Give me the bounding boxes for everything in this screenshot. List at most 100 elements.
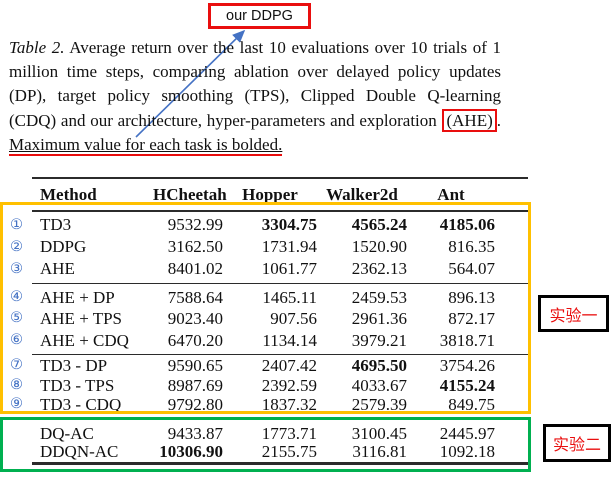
table-group-dq-ac: DQ-AC 9433.87 1773.71 3100.45 2445.97 DD… <box>8 423 528 462</box>
value-walker2d: 3100.45 <box>351 423 407 443</box>
value-hopper: 2155.75 <box>261 442 317 462</box>
value-ant: 849.75 <box>448 395 495 415</box>
table-row: ⑥ AHE + CDQ 6470.20 1134.14 3979.21 3818… <box>8 330 528 352</box>
method-name: AHE + TPS <box>40 309 123 329</box>
caption-table-number: Table 2. <box>9 38 65 57</box>
value-walker2d: 2459.53 <box>351 287 407 307</box>
value-hcheetah: 9532.99 <box>167 214 223 234</box>
value-ant: 2445.97 <box>439 423 495 443</box>
value-ant: 1092.18 <box>439 442 495 462</box>
experiment2-label: 实验二 <box>552 437 601 454</box>
header-rule <box>32 210 528 212</box>
value-hcheetah: 9433.87 <box>167 423 223 443</box>
value-walker2d: 3116.81 <box>352 442 407 462</box>
group-rule <box>32 282 528 285</box>
row-index-badge: ③ <box>10 260 23 277</box>
value-walker2d: 1520.90 <box>351 236 407 256</box>
results-table: Method HCheetah Hopper Walker2d Ant ① TD… <box>8 170 528 465</box>
table-row: DDQN-AC 10306.90 2155.75 3116.81 1092.18 <box>8 443 528 462</box>
table-row: ② DDPG 3162.50 1731.94 1520.90 816.35 <box>8 236 528 258</box>
col-header-hopper: Hopper <box>242 185 298 205</box>
caption-period: . <box>496 110 501 130</box>
table-header-row: Method HCheetah Hopper Walker2d Ant <box>8 179 528 210</box>
value-hcheetah: 9590.65 <box>167 356 223 376</box>
value-ant: 3818.71 <box>439 330 495 350</box>
value-hopper: 1773.71 <box>261 423 317 443</box>
value-hopper: 1061.77 <box>261 258 317 278</box>
value-hopper: 1837.32 <box>261 395 317 415</box>
row-index-badge: ② <box>10 238 23 255</box>
table-top-rule <box>32 176 528 180</box>
table-row: ③ AHE 8401.02 1061.77 2362.13 564.07 <box>8 258 528 280</box>
value-hopper: 1731.94 <box>261 236 317 256</box>
row-index-badge: ④ <box>10 288 23 305</box>
row-index-badge: ⑦ <box>10 357 23 374</box>
method-name: TD3 - DP <box>40 356 108 376</box>
value-hopper: 2392.59 <box>261 375 317 395</box>
value-walker2d: 3979.21 <box>351 330 407 350</box>
table-group-ahe-additions: ④ AHE + DP 7588.64 1465.11 2459.53 896.1… <box>8 287 528 352</box>
value-hopper: 907.56 <box>270 309 317 329</box>
caption-body-text: Average return over the last 10 evaluati… <box>9 38 501 130</box>
value-walker2d: 4695.50 <box>351 356 407 376</box>
table-row: ④ AHE + DP 7588.64 1465.11 2459.53 896.1… <box>8 287 528 309</box>
table-group-baselines: ① TD3 9532.99 3304.75 4565.24 4185.06 ② … <box>8 214 528 280</box>
method-name: TD3 <box>40 214 72 234</box>
method-name: AHE <box>40 258 75 278</box>
value-walker2d: 4565.24 <box>351 214 407 234</box>
value-hcheetah: 3162.50 <box>167 236 223 256</box>
col-header-method: Method <box>40 185 97 205</box>
experiment2-label-box: 实验二 <box>543 424 611 462</box>
experiment1-label-box: 实验一 <box>538 295 609 332</box>
value-hopper: 1465.11 <box>262 287 317 307</box>
table-bottom-rule <box>32 462 528 465</box>
ahe-red-highlight-box: (AHE) <box>442 108 497 132</box>
col-header-hcheetah: HCheetah <box>153 185 227 205</box>
value-hcheetah: 9023.40 <box>167 309 223 329</box>
experiment1-highlight-rectangle <box>0 202 531 414</box>
row-index-badge: ⑨ <box>10 396 23 413</box>
table-row: DQ-AC 9433.87 1773.71 3100.45 2445.97 <box>8 423 528 444</box>
value-ant: 3754.26 <box>439 356 495 376</box>
table-row: ⑤ AHE + TPS 9023.40 907.56 2961.36 872.1… <box>8 308 528 330</box>
table-row: ⑦ TD3 - DP 9590.65 2407.42 4695.50 3754.… <box>8 356 528 376</box>
value-hcheetah: 9792.80 <box>167 395 223 415</box>
group-rule <box>32 353 528 356</box>
value-ant: 896.13 <box>448 287 495 307</box>
value-hcheetah: 8987.69 <box>167 375 223 395</box>
value-walker2d: 2362.13 <box>351 258 407 278</box>
col-header-walker2d: Walker2d <box>326 185 398 205</box>
callout-our-ddpg-label: our DDPG <box>226 8 293 24</box>
value-hcheetah: 10306.90 <box>159 442 223 462</box>
col-header-ant: Ant <box>437 185 465 205</box>
row-index-badge: ⑧ <box>10 376 23 393</box>
value-hcheetah: 7588.64 <box>167 287 223 307</box>
table-row: ⑧ TD3 - TPS 8987.69 2392.59 4033.67 4155… <box>8 376 528 396</box>
value-ant: 872.17 <box>448 309 495 329</box>
table-row: ① TD3 9532.99 3304.75 4565.24 4185.06 <box>8 214 528 236</box>
method-name: AHE + CDQ <box>40 330 129 350</box>
table-group-td3-removals: ⑦ TD3 - DP 9590.65 2407.42 4695.50 3754.… <box>8 356 528 415</box>
value-walker2d: 2961.36 <box>351 309 407 329</box>
method-name: TD3 - TPS <box>40 375 115 395</box>
method-name: DDQN-AC <box>40 442 119 462</box>
value-hopper: 1134.14 <box>262 330 317 350</box>
value-walker2d: 4033.67 <box>351 375 407 395</box>
method-name: DDPG <box>40 236 87 256</box>
value-ant: 4185.06 <box>439 214 495 234</box>
method-name: TD3 - CDQ <box>40 395 122 415</box>
callout-our-ddpg-box: our DDPG <box>208 3 311 29</box>
value-ant: 4155.24 <box>439 375 495 395</box>
caption-underlined-note: Maximum value for each task is bolded. <box>9 134 283 157</box>
value-hopper: 2407.42 <box>261 356 317 376</box>
row-index-badge: ⑥ <box>10 331 23 348</box>
table-caption: Table 2. Average return over the last 10… <box>9 36 501 157</box>
value-hcheetah: 8401.02 <box>167 258 223 278</box>
value-hopper: 3304.75 <box>261 214 317 234</box>
value-ant: 816.35 <box>448 236 495 256</box>
row-index-badge: ⑤ <box>10 310 23 327</box>
table-row: ⑨ TD3 - CDQ 9792.80 1837.32 2579.39 849.… <box>8 395 528 415</box>
experiment2-highlight-rectangle <box>0 417 531 472</box>
row-index-badge: ① <box>10 216 23 233</box>
method-name: AHE + DP <box>40 287 115 307</box>
